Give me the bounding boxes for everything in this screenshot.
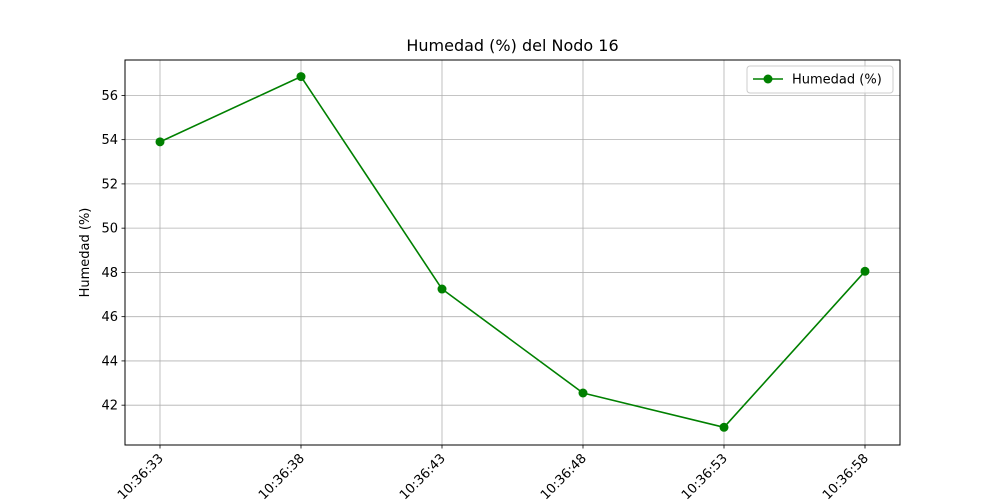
y-tick-label: 48 [101,266,118,281]
legend-marker-swatch [763,74,773,84]
legend: Humedad (%) [746,65,894,94]
data-point [719,422,729,432]
y-tick-label: 50 [101,222,118,237]
x-tick-label: 10:36:38 [256,451,308,500]
series-humidity [155,72,870,432]
x-tick-label: 10:36:58 [820,451,872,500]
legend-box [746,65,894,94]
legend-label: Humedad (%) [792,73,882,88]
data-point [437,284,447,294]
y-tick-label: 42 [101,399,118,414]
plot-area-frame [124,59,901,446]
y-tick-label: 56 [101,89,118,104]
data-point [860,266,870,276]
grid-lines [125,60,900,445]
y-tick-label: 44 [101,354,118,369]
y-axis-label: Humedad (%) [78,208,93,298]
chart-title: Humedad (%) del Nodo 16 [406,36,618,55]
y-tick-label: 46 [101,310,118,325]
data-point [155,137,165,147]
x-tick-label: 10:36:33 [115,451,167,500]
data-point [578,388,588,398]
x-tick-label: 10:36:43 [397,451,449,500]
x-tick-label: 10:36:53 [679,451,731,500]
y-axis: 42 44 46 48 50 52 54 56 [101,89,125,414]
y-tick-label: 54 [101,133,118,148]
y-tick-label: 52 [101,177,118,192]
x-tick-label: 10:36:48 [538,451,590,500]
series-line [159,75,866,429]
x-axis: 10:36:33 10:36:38 10:36:43 10:36:48 10:36:53… [115,445,872,500]
data-point [296,72,306,82]
